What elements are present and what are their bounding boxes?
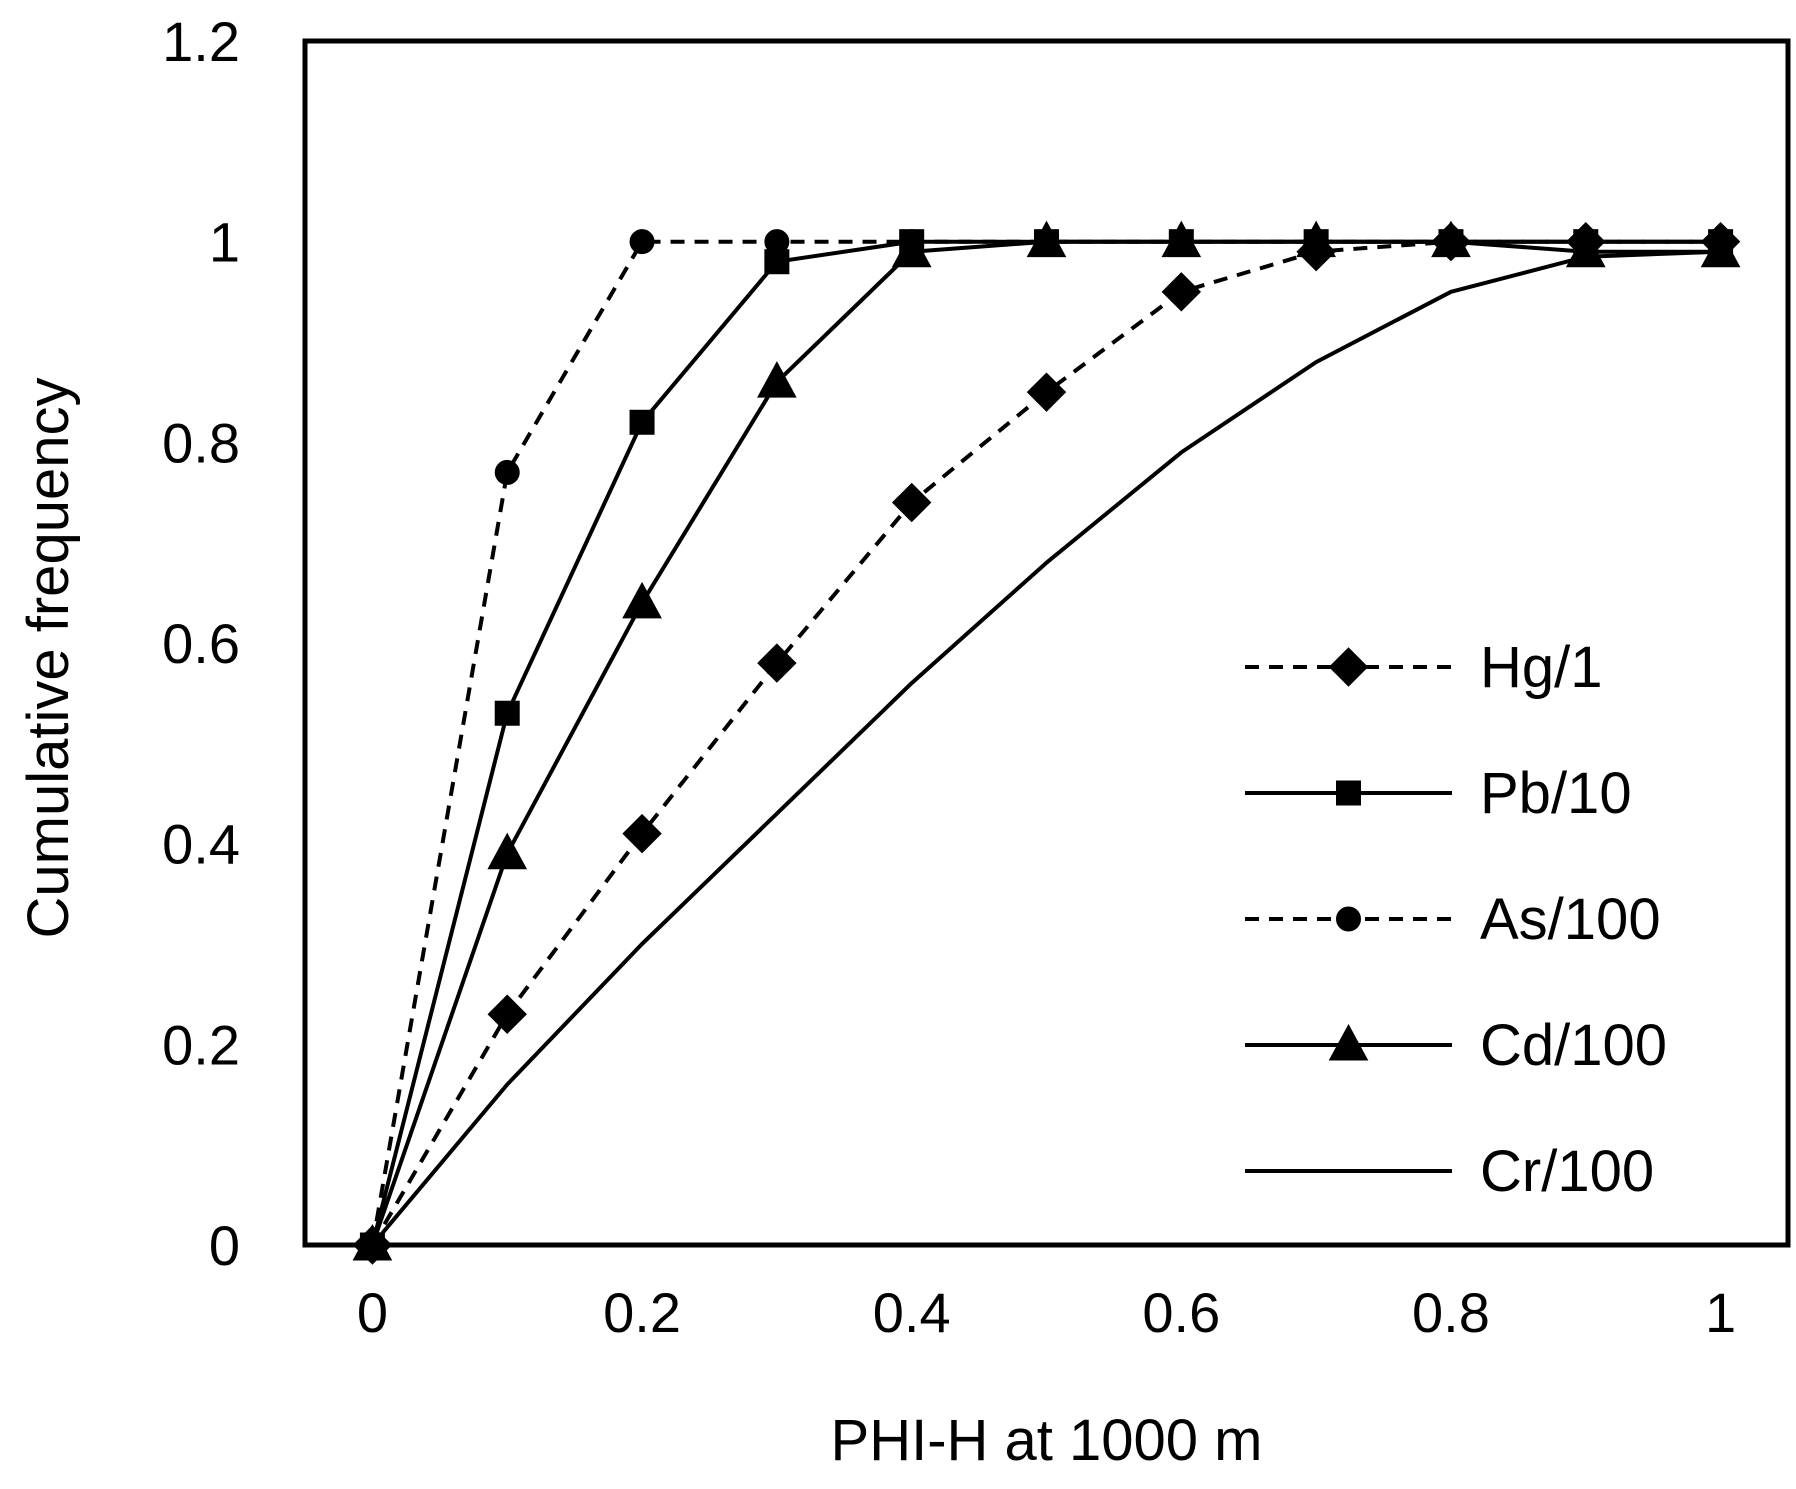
x-tick-label: 0.4 <box>873 1281 951 1344</box>
legend-item-hg-1: Hg/1 <box>1245 635 1603 700</box>
series-line-cr-100 <box>370 249 1721 1247</box>
x-tick-label: 0.2 <box>603 1281 681 1344</box>
legend-marker-pb-10 <box>1336 780 1361 806</box>
point-cd-100 <box>1161 220 1202 258</box>
y-axis-title: Cumulative frequency <box>16 378 81 939</box>
point-cd-100 <box>1026 220 1067 258</box>
point-cd-100 <box>1431 220 1471 258</box>
legend-item-cd-100: Cd/100 <box>1245 1013 1667 1078</box>
legend-label-hg-1: Hg/1 <box>1480 635 1603 700</box>
point-pb-10 <box>494 700 520 726</box>
point-as-100 <box>764 229 790 255</box>
legend-label-pb-10: Pb/10 <box>1480 761 1632 826</box>
series-line-as-100 <box>370 239 1721 1246</box>
legend-label-as-100: As/100 <box>1480 887 1661 952</box>
point-hg-1 <box>1026 372 1067 412</box>
point-as-100 <box>629 229 655 255</box>
y-axis-ticks: 0 0.2 0.4 0.6 0.8 1 1.2 <box>162 10 240 1277</box>
point-as-100 <box>494 459 520 485</box>
point-hg-1 <box>487 994 527 1034</box>
plot-frame <box>302 38 1791 1248</box>
x-axis-title: PHI-H at 1000 m <box>831 1408 1263 1473</box>
point-cd-100 <box>891 230 932 268</box>
legend-marker-cd-100 <box>1328 1023 1369 1061</box>
point-hg-1 <box>1161 272 1202 312</box>
y-tick-label: 1.2 <box>162 10 240 73</box>
x-tick-label: 0 <box>357 1281 388 1344</box>
legend-item-cr-100: Cr/100 <box>1245 1139 1654 1204</box>
point-hg-1 <box>757 643 797 683</box>
x-tick-label: 0.8 <box>1412 1281 1490 1344</box>
point-cd-100 <box>1296 220 1336 258</box>
legend-marker-hg-1 <box>1328 647 1369 687</box>
series-layer <box>352 220 1741 1265</box>
x-tick-label: 0.6 <box>1142 1281 1220 1344</box>
point-hg-1 <box>891 482 932 523</box>
legend-item-as-100: As/100 <box>1245 887 1661 952</box>
point-hg-1 <box>622 813 662 854</box>
point-pb-10 <box>629 409 655 435</box>
legend-label-cr-100: Cr/100 <box>1480 1139 1654 1204</box>
legend: Hg/1 Pb/10 As/100 Cd/100 Cr/100 <box>1245 635 1667 1204</box>
y-tick-label: 0.4 <box>162 813 240 876</box>
point-cd-100 <box>1700 230 1741 268</box>
point-cd-100 <box>487 832 528 870</box>
y-tick-label: 0.6 <box>162 612 240 675</box>
y-tick-label: 0 <box>209 1214 240 1277</box>
plot-area <box>302 38 1791 1248</box>
y-tick-label: 1 <box>209 211 240 274</box>
legend-marker-as-100 <box>1336 906 1361 932</box>
x-axis-ticks: 0 0.2 0.4 0.6 0.8 1 <box>357 1281 1736 1344</box>
y-tick-label: 0.2 <box>162 1013 240 1076</box>
point-cd-100 <box>622 581 662 619</box>
series-cr-100 <box>370 249 1721 1247</box>
legend-label-cd-100: Cd/100 <box>1480 1013 1667 1078</box>
x-tick-label: 1 <box>1705 1281 1736 1344</box>
y-tick-label: 0.8 <box>162 411 240 474</box>
point-cd-100 <box>757 361 797 398</box>
legend-item-pb-10: Pb/10 <box>1245 761 1632 826</box>
